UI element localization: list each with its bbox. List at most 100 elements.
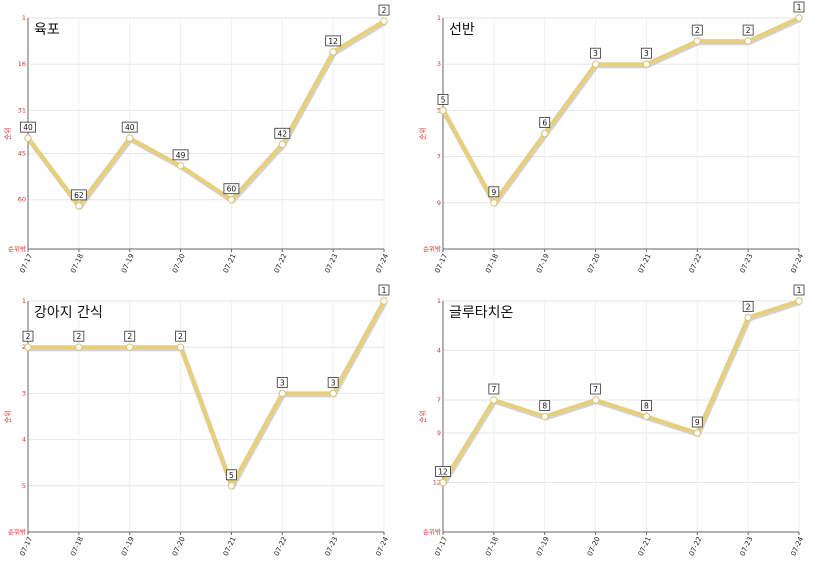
data-label-box <box>641 400 652 411</box>
data-label: 1 <box>797 286 802 295</box>
data-point <box>642 60 651 68</box>
data-label-box <box>691 24 703 36</box>
y-tick-label: 60 <box>18 196 26 204</box>
series-line <box>441 16 800 205</box>
x-tick-label: 07-21 <box>637 536 653 558</box>
x-tick-label: 07-22 <box>273 536 289 558</box>
x-tick-label: 07-23 <box>739 253 755 275</box>
y-bottom-label: 순위밖 <box>8 244 26 253</box>
data-label: 8 <box>542 402 547 411</box>
y-tick-label: 4 <box>437 347 441 355</box>
data-label: 40 <box>23 123 33 132</box>
data-point <box>329 48 337 56</box>
data-label: 3 <box>331 378 336 387</box>
data-point <box>541 412 549 421</box>
data-point <box>176 343 185 351</box>
y-bottom-label: 순위밖 <box>8 527 26 536</box>
y-tick-label: 9 <box>437 199 441 207</box>
y-tick-label: 7 <box>437 396 441 404</box>
data-point <box>693 429 701 437</box>
data-label-box <box>325 35 342 47</box>
series-line <box>441 299 800 484</box>
chart-title: 글루타치온 <box>449 305 514 321</box>
y-tick-label: 2 <box>22 343 26 351</box>
x-tick-label: 07-22 <box>688 253 704 275</box>
data-label-box <box>22 330 34 342</box>
data-point <box>24 134 32 142</box>
x-tick-label: 07-19 <box>535 253 551 275</box>
y-tick-label: 3 <box>22 389 26 397</box>
y-tick-label: 1 <box>437 297 441 305</box>
data-label: 40 <box>125 123 135 132</box>
data-label: 8 <box>644 402 649 411</box>
data-label-box <box>274 127 291 139</box>
y-bottom-label: 순위밖 <box>423 244 441 253</box>
data-label-box <box>172 149 189 161</box>
y-tick-label: 31 <box>18 106 26 114</box>
data-point <box>176 162 185 170</box>
x-tick-label: 07-21 <box>222 536 238 558</box>
data-point <box>591 396 600 404</box>
data-point <box>591 60 600 68</box>
data-label: 2 <box>746 303 751 312</box>
data-label-box <box>327 377 339 388</box>
x-tick-label: 07-17 <box>433 253 449 275</box>
data-label-box <box>539 117 551 128</box>
y-axis-label: 순위 <box>419 127 427 140</box>
data-point <box>744 37 752 45</box>
data-point <box>541 129 549 138</box>
data-point <box>329 389 337 398</box>
x-tick-label: 07-24 <box>374 252 390 274</box>
x-tick-label: 07-22 <box>273 253 289 275</box>
data-label-box <box>793 1 805 13</box>
data-point <box>439 106 447 115</box>
data-label: 5 <box>229 471 234 480</box>
chart-svg: 1 2 3 4 5 순위밖 순위 07-17 07-18 07-19 07-20 07-21 07-22… <box>4 284 390 558</box>
data-label: 2 <box>76 332 81 341</box>
data-label: 42 <box>278 129 288 138</box>
data-point <box>227 196 236 204</box>
x-tick-label: 07-17 <box>433 536 449 558</box>
data-point <box>795 297 803 305</box>
x-tick-label: 07-20 <box>586 253 602 275</box>
data-label-box <box>175 330 186 342</box>
data-label: 1 <box>382 286 387 295</box>
data-label-box <box>378 4 390 16</box>
data-label-box <box>691 416 703 428</box>
chart-panel-dog-snack: 1 2 3 4 5 순위밖 순위 07-17 07-18 07-19 07-20 07-21 07-22… <box>0 283 415 565</box>
data-label: 62 <box>74 191 84 200</box>
data-label-box <box>488 186 500 198</box>
data-point <box>75 202 83 210</box>
chart-panel-glutathione: 1 4 7 9 12 순위밖 순위 07-17 07-18 07-19 07-20 07-21 07-2… <box>415 283 830 565</box>
data-label: 6 <box>542 119 547 128</box>
chart-title: 선반 <box>449 22 475 38</box>
x-tick-label: 07-24 <box>374 535 390 557</box>
y-tick-label: 7 <box>437 153 441 161</box>
x-tick-label: 07-19 <box>535 536 551 558</box>
data-point <box>490 199 498 207</box>
x-tick-label: 07-17 <box>18 253 34 275</box>
y-tick-label: 1 <box>437 14 441 22</box>
x-tick-label: 07-21 <box>222 253 238 275</box>
x-tick-label: 07-24 <box>789 252 805 274</box>
data-label: 2 <box>382 6 387 15</box>
x-tick-label: 07-22 <box>688 536 704 558</box>
data-point <box>278 140 286 148</box>
data-point <box>126 343 134 351</box>
y-tick-label: 1 <box>22 14 26 22</box>
x-tick-label: 07-18 <box>484 253 500 275</box>
y-axis-label: 순위 <box>4 127 12 140</box>
data-label: 60 <box>227 185 237 194</box>
data-label: 3 <box>644 49 649 58</box>
data-label: 12 <box>438 468 448 477</box>
chart-svg: 1 3 5 7 9 순위밖 순위 07-17 07-18 07-19 07-20 07-21 07-22… <box>419 1 805 275</box>
series-line-shadow <box>441 17 802 207</box>
x-tick-label: 07-19 <box>120 253 136 275</box>
data-label-box <box>378 284 390 296</box>
x-tick-label: 07-19 <box>120 536 136 558</box>
data-point <box>24 343 32 351</box>
data-point <box>693 37 701 45</box>
data-label-box <box>70 189 87 201</box>
x-tick-label: 07-18 <box>69 536 85 558</box>
x-tick-label: 07-20 <box>586 536 602 558</box>
